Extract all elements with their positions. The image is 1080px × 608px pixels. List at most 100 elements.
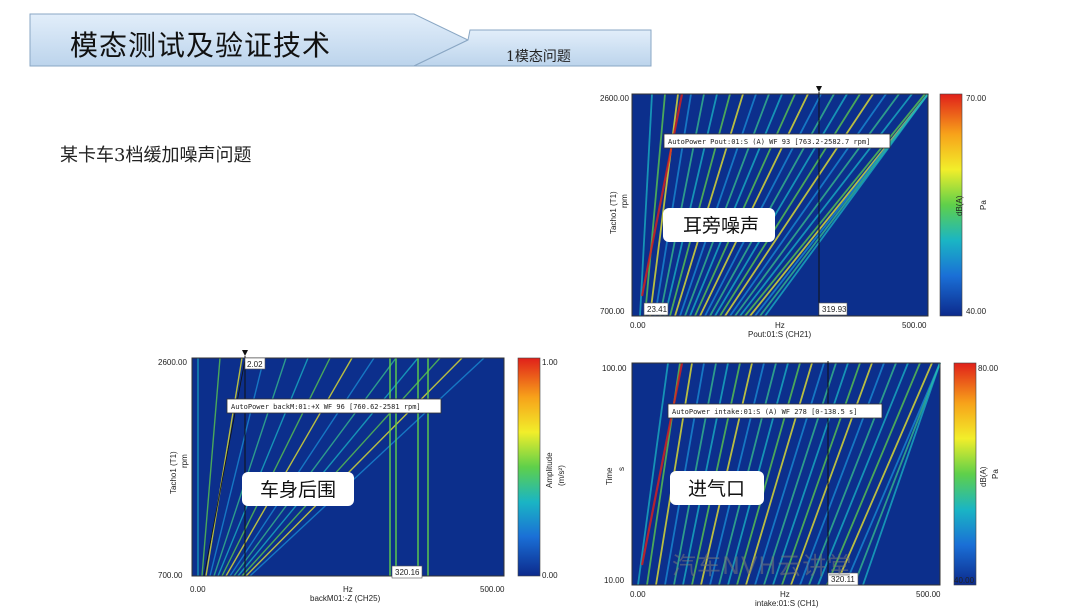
- order-lines: [639, 93, 929, 317]
- colorbar-quantity: Amplitude: [545, 452, 554, 488]
- colormap-plot-area: [192, 358, 504, 576]
- dominant-order-line: [640, 93, 684, 297]
- y-tick-bottom: 700.00: [600, 307, 625, 316]
- order-line: [689, 93, 783, 317]
- y-tick-top: 2600.00: [158, 358, 187, 367]
- order-line: [664, 93, 718, 317]
- order-line: [694, 93, 796, 317]
- order-cursor-line[interactable]: [203, 359, 246, 577]
- cursor-value-top: 2.02: [247, 360, 263, 369]
- order-line: [808, 362, 897, 586]
- callout-text: AutoPower backM:01:+X WF 96 [760.62-2581…: [231, 403, 421, 411]
- order-line: [654, 93, 692, 317]
- x-axis-caption: backM01:-Z (CH25): [310, 594, 381, 603]
- callout-box: [667, 403, 883, 419]
- order-line: [674, 93, 744, 317]
- x-tick-left: 0.00: [190, 585, 206, 594]
- order-line: [213, 357, 287, 577]
- order-line: [245, 357, 463, 577]
- order-line: [719, 93, 861, 317]
- x-tick-right: 500.00: [480, 585, 505, 594]
- order-line: [637, 362, 669, 586]
- order-line: [237, 357, 419, 577]
- x-tick-right: 500.00: [902, 321, 927, 330]
- cursor-marker-icon[interactable]: [816, 86, 822, 92]
- y-axis-unit: rpm: [620, 194, 629, 208]
- x-axis-caption: intake:01:S (CH1): [755, 599, 819, 608]
- chart-label: 车身后围: [260, 479, 336, 501]
- order-line: [205, 357, 243, 577]
- y-axis-unit: s: [617, 467, 626, 471]
- cursor-value-left: 23.41: [647, 305, 668, 314]
- colorbar-unit: dB(A): [955, 195, 964, 216]
- colorbar: [953, 362, 977, 586]
- order-line: [724, 93, 874, 317]
- order-line: [201, 357, 221, 577]
- colorbar-bottom: 40.00: [954, 576, 975, 585]
- colorbar-top: 1.00: [542, 358, 558, 367]
- order-line: [699, 93, 809, 317]
- order-line: [826, 362, 921, 586]
- colorbar: [517, 357, 541, 577]
- order-line: [817, 362, 909, 586]
- order-lines: [637, 362, 941, 586]
- order-line: [739, 93, 913, 317]
- x-tick-left: 0.00: [630, 321, 646, 330]
- order-line: [734, 93, 900, 317]
- order-line: [209, 357, 265, 577]
- order-line: [659, 93, 705, 317]
- order-line: [233, 357, 397, 577]
- order-line: [221, 357, 331, 577]
- order-line: [781, 362, 861, 586]
- order-line: [249, 357, 485, 577]
- label-box: [670, 471, 764, 505]
- colorbar: [939, 93, 963, 317]
- title-banner: [29, 13, 652, 67]
- order-line: [799, 362, 885, 586]
- section-subtitle: 1模态问题: [506, 49, 571, 65]
- chart-label: 耳旁噪声: [683, 215, 759, 237]
- order-line: [745, 362, 813, 586]
- order-line: [709, 93, 835, 317]
- watermark: 汽车NVH云讲堂: [672, 552, 853, 580]
- colormap-chart-body: 2.02 AutoPower backM:01:+X WF 96 [760.62…: [158, 350, 566, 603]
- colorbar-quantity: Pa: [991, 469, 1000, 479]
- y-axis-title: Tacho1 (T1): [609, 191, 618, 234]
- x-axis-title: Hz: [775, 321, 785, 330]
- x-axis-title: Hz: [780, 590, 790, 599]
- order-line: [679, 93, 757, 317]
- colorbar-bottom: 40.00: [966, 307, 987, 316]
- cursor-marker-icon[interactable]: [242, 350, 248, 356]
- x-tick-right: 500.00: [916, 590, 941, 599]
- order-line: [862, 362, 941, 586]
- callout-box: [663, 133, 891, 149]
- x-tick-left: 0.00: [630, 590, 646, 599]
- order-line: [217, 357, 309, 577]
- y-axis-unit: rpm: [180, 454, 189, 468]
- colorbar-unit: (m/s²): [557, 465, 566, 486]
- order-line: [844, 362, 941, 586]
- order-line: [241, 357, 441, 577]
- x-axis-caption: Pout:01:S (CH21): [748, 330, 811, 339]
- callout-box: [226, 398, 442, 414]
- order-line: [714, 93, 848, 317]
- callout-text: AutoPower Pout:01:S (A) WF 93 [763.2-258…: [668, 138, 870, 146]
- order-line: [853, 362, 941, 586]
- order-line: [763, 362, 837, 586]
- y-tick-bottom: 700.00: [158, 571, 183, 580]
- colorbar-quantity: Pa: [979, 200, 988, 210]
- colorbar-unit: dB(A): [979, 466, 988, 487]
- cursor-value-right: 320.16: [395, 568, 420, 577]
- chart-label: 进气口: [688, 478, 745, 500]
- order-line: [736, 362, 801, 586]
- y-axis-title: Tacho1 (T1): [169, 451, 178, 494]
- order-line: [229, 357, 375, 577]
- callout-text: AutoPower intake:01:S (A) WF 278 [0-138.…: [672, 408, 857, 416]
- y-axis-title: Time: [605, 467, 614, 485]
- label-box: [663, 208, 775, 242]
- order-line: [644, 93, 666, 317]
- order-line: [772, 362, 849, 586]
- order-line: [704, 93, 822, 317]
- colormap-chart-ear: AutoPower Pout:01:S (A) WF 93 [763.2-258…: [600, 86, 988, 339]
- y-tick-top: 100.00: [602, 364, 627, 373]
